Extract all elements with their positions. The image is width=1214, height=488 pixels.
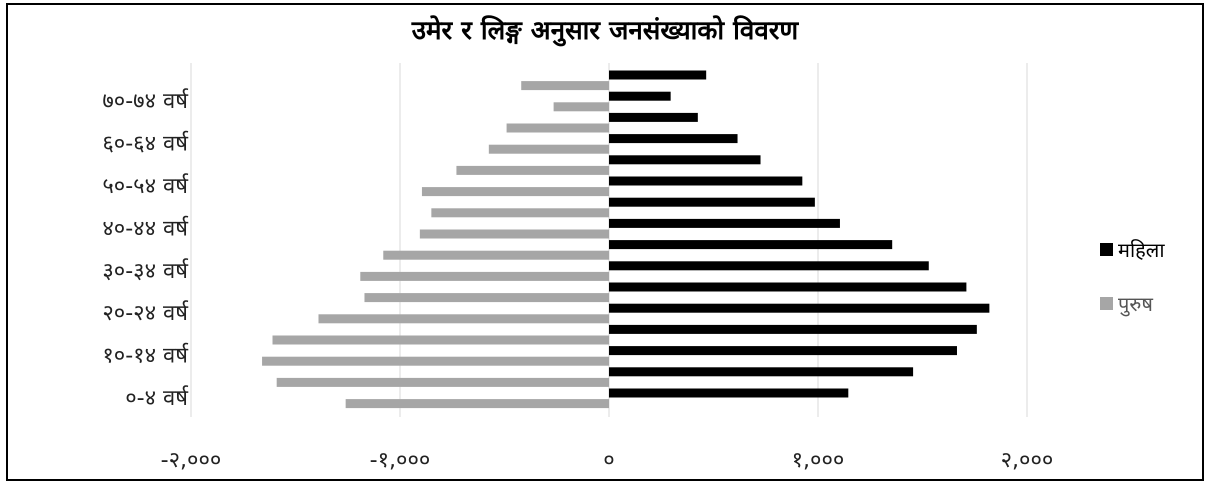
chart-title: उमेर र लिङ्ग अनुसार जनसंख्याको विवरण <box>411 16 799 46</box>
bar-male-14 <box>553 102 609 112</box>
bar-male-3 <box>272 335 609 345</box>
bar-female-0 <box>609 388 849 398</box>
x-tick-label-3: १,००० <box>792 448 845 473</box>
bar-female-4 <box>609 303 990 313</box>
x-tick-label-4: २,००० <box>1001 448 1054 473</box>
bar-male-11 <box>456 165 609 175</box>
bar-female-13 <box>609 112 698 122</box>
bars <box>262 70 990 409</box>
bar-male-8 <box>419 229 609 239</box>
legend-item-male: पुरुष <box>1100 291 1165 316</box>
x-tick-label-1: -१,००० <box>370 448 431 473</box>
bar-female-10 <box>609 176 803 186</box>
legend-item-female: महिला <box>1100 237 1165 262</box>
legend: महिला पुरुष <box>1100 237 1165 345</box>
bar-female-5 <box>609 282 967 292</box>
bar-female-8 <box>609 218 840 228</box>
y-tick-label-1: १०-१४ वर्ष <box>102 343 189 369</box>
bar-male-4 <box>318 314 609 324</box>
bar-female-3 <box>609 324 977 334</box>
x-tick-label-2: ० <box>603 448 614 473</box>
legend-label-male: पुरुष <box>1118 291 1153 316</box>
bar-male-2 <box>262 356 609 366</box>
bar-female-9 <box>609 197 815 207</box>
bar-female-7 <box>609 240 893 250</box>
bar-female-2 <box>609 346 957 356</box>
x-axis-labels: -२,००० -१,००० ० १,००० २,००० <box>161 448 1054 473</box>
bar-male-0 <box>345 399 609 409</box>
bar-female-12 <box>609 134 738 144</box>
y-axis-labels: ०-४ वर्ष १०-१४ वर्ष २०-२४ वर्ष ३०-३४ वर्ष ४०… <box>102 88 189 411</box>
population-pyramid-plot: ०-४ वर्ष १०-१४ वर्ष २०-२४ वर्ष ३०-३४ वर्ष ४०… <box>102 63 1054 473</box>
bar-female-14 <box>609 91 671 101</box>
y-tick-label-5: ५०-५४ वर्ष <box>102 173 189 199</box>
y-tick-label-7: ७०-७४ वर्ष <box>102 88 189 114</box>
y-tick-label-3: ३०-३४ वर्ष <box>102 258 189 284</box>
y-tick-label-6: ६०-६४ वर्ष <box>102 131 189 157</box>
bar-female-15 <box>609 70 707 80</box>
bar-male-15 <box>521 81 609 91</box>
bar-female-6 <box>609 261 929 271</box>
bar-male-9 <box>431 208 609 218</box>
y-tick-label-2: २०-२४ वर्ष <box>102 300 189 326</box>
bar-male-7 <box>383 250 609 260</box>
bar-male-6 <box>360 271 609 281</box>
bar-male-5 <box>364 293 609 303</box>
bar-male-12 <box>488 144 609 154</box>
bar-female-1 <box>609 367 914 377</box>
bar-male-1 <box>276 377 609 387</box>
legend-swatch-male <box>1100 296 1113 310</box>
y-tick-label-4: ४०-४४ वर्ष <box>102 215 189 241</box>
chart-frame: उमेर र लिङ्ग अनुसार जनसंख्याको विवरण ०-४… <box>6 3 1204 481</box>
legend-label-female: महिला <box>1118 237 1165 262</box>
legend-swatch-female <box>1100 242 1113 256</box>
x-tick-label-0: -२,००० <box>161 448 222 473</box>
y-tick-label-0: ०-४ वर्ष <box>125 385 189 411</box>
bar-male-10 <box>421 187 609 197</box>
bar-female-11 <box>609 155 761 165</box>
bar-male-13 <box>506 123 609 133</box>
